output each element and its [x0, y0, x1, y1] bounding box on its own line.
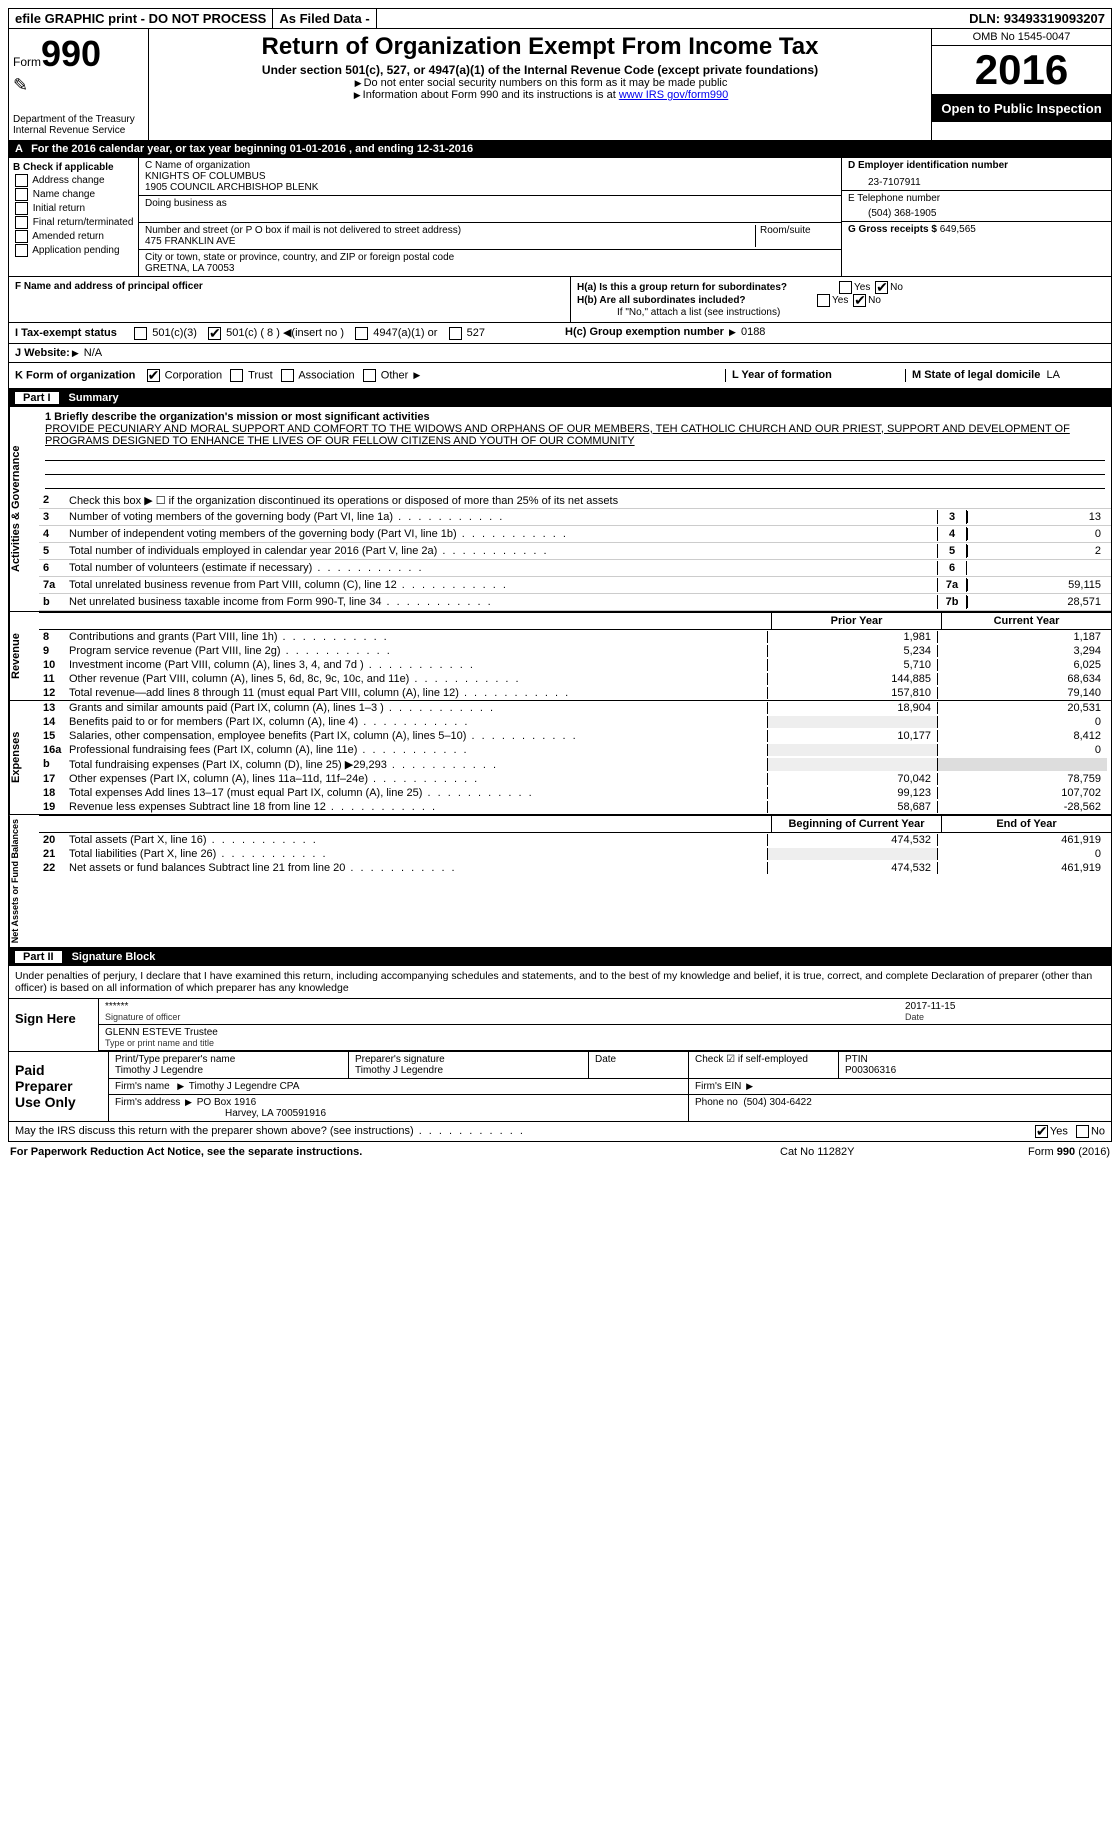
topbar: efile GRAPHIC print - DO NOT PROCESS As … [8, 8, 1112, 29]
row-j: J Website: N/A [8, 344, 1112, 363]
row-i: I Tax-exempt status 501(c)(3) 501(c) ( 8… [8, 323, 1112, 344]
col-b: B Check if applicable Address change Nam… [9, 158, 139, 276]
as-filed: As Filed Data - [273, 9, 376, 28]
part2-header: Part IISignature Block [8, 948, 1112, 966]
section-revenue: Revenue Prior YearCurrent Year 8Contribu… [8, 612, 1112, 701]
section-net: Net Assets or Fund Balances Beginning of… [8, 815, 1112, 948]
block-fh: F Name and address of principal officer … [8, 277, 1112, 323]
header-left: Form990 ✎ Department of the Treasury Int… [9, 29, 149, 140]
block-bcd: B Check if applicable Address change Nam… [8, 158, 1112, 277]
irs-link[interactable]: www IRS gov/form990 [619, 89, 728, 101]
row-a: A For the 2016 calendar year, or tax yea… [8, 141, 1112, 158]
page-footer: For Paperwork Reduction Act Notice, see … [8, 1142, 1112, 1162]
dln: DLN: 93493319093207 [963, 9, 1111, 28]
efile-notice: efile GRAPHIC print - DO NOT PROCESS [9, 9, 273, 28]
header-center: Return of Organization Exempt From Incom… [149, 29, 931, 140]
discuss-row: May the IRS discuss this return with the… [8, 1122, 1112, 1142]
section-expenses: Expenses 13Grants and similar amounts pa… [8, 701, 1112, 815]
col-d: D Employer identification number23-71079… [841, 158, 1111, 276]
col-c: C Name of organization KNIGHTS OF COLUMB… [139, 158, 841, 276]
section-governance: Activities & Governance 1 Briefly descri… [8, 407, 1112, 612]
form-header: Form990 ✎ Department of the Treasury Int… [8, 29, 1112, 141]
part1-header: Part ISummary [8, 389, 1112, 407]
signature-block: Under penalties of perjury, I declare th… [8, 966, 1112, 1052]
row-k: K Form of organization Corporation Trust… [8, 363, 1112, 389]
form-title: Return of Organization Exempt From Incom… [159, 33, 921, 61]
header-right: OMB No 1545-0047 2016 Open to Public Ins… [931, 29, 1111, 140]
preparer-block: Paid Preparer Use Only Print/Type prepar… [8, 1052, 1112, 1122]
